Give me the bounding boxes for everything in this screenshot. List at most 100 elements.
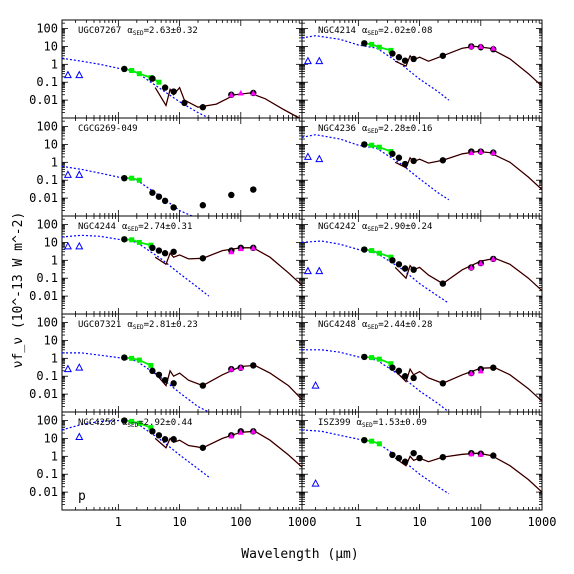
photometry-point xyxy=(395,154,403,161)
herschel-point xyxy=(237,89,244,96)
photometry-point xyxy=(410,55,417,63)
panels-layer: 100 10 1 0.1 0.01 UGC07267 αSED=2.63±0.32 NGC42… xyxy=(29,19,556,529)
photometry-point xyxy=(361,246,368,253)
y-axis-label: νf_ν (10^-13 W m^-2) xyxy=(11,212,26,369)
herschel-point xyxy=(477,260,484,266)
y-tick-label: 0.01 xyxy=(29,387,58,401)
x-tick-label: 100 xyxy=(230,515,252,529)
near-ir-point xyxy=(136,71,142,77)
x-tick-label: 10 xyxy=(412,515,426,529)
y-tick-label: 0.1 xyxy=(36,173,58,187)
near-ir-point xyxy=(376,441,382,447)
uv-point xyxy=(63,364,72,373)
panel-plot-area xyxy=(62,165,257,216)
photometry-point xyxy=(410,157,417,165)
panel-plot-area xyxy=(302,134,542,201)
herschel-point xyxy=(468,370,475,376)
photometry-point xyxy=(389,257,396,264)
herschel-point xyxy=(228,366,235,372)
near-ir-point xyxy=(388,47,394,53)
photometry-point xyxy=(361,353,368,361)
panel-ngc4244: 100 10 1 0.1 0.01 NGC4244 αSED=2.74±0.31 xyxy=(29,215,303,315)
herschel-point xyxy=(477,367,484,374)
herschel-point xyxy=(237,364,244,371)
y-tick-label: 0.1 xyxy=(36,467,58,481)
herschel-point xyxy=(490,45,497,51)
panel-label: CGCG269-049 xyxy=(78,124,138,134)
near-ir-point xyxy=(136,177,142,183)
uv-point xyxy=(311,381,320,389)
photometry-point xyxy=(121,417,128,424)
panel-plot-area xyxy=(302,35,542,101)
near-ir-line xyxy=(124,238,152,247)
photometry-point xyxy=(410,266,417,273)
near-ir-point xyxy=(369,248,375,254)
photometry-point xyxy=(395,261,403,268)
herschel-point xyxy=(468,43,475,49)
near-ir-point xyxy=(148,425,154,431)
x-tick-label: 1 xyxy=(355,515,362,529)
x-tick-label: 1000 xyxy=(288,515,317,529)
panel-label: UGC07321 αSED=2.81±0.23 xyxy=(78,320,198,331)
near-ir-point xyxy=(388,254,394,260)
panel-cgcg269-049: 100 10 1 0.1 0.01 CGCG269-049 xyxy=(29,117,303,217)
stellar-model-line xyxy=(302,134,450,201)
panel-ngc4236: NGC4236 αSED=2.28±0.16 xyxy=(301,117,543,217)
near-ir-point xyxy=(388,361,394,367)
near-ir-point xyxy=(369,438,375,444)
near-ir-point xyxy=(156,79,162,85)
photometry-point xyxy=(439,280,447,287)
stellar-model-line xyxy=(62,352,210,412)
herschel-point xyxy=(250,428,257,434)
panel-label: NGC4214 αSED=2.02±0.08 xyxy=(318,26,432,37)
panel-isz399: 1 10 100 1000 ISZ399 αSED=1.53±0.09 xyxy=(301,411,556,529)
panel-plot-area xyxy=(62,57,300,118)
uv-point xyxy=(303,152,312,160)
photometry-point xyxy=(161,250,169,257)
herschel-point xyxy=(228,248,235,255)
y-tick-label: 100 xyxy=(36,316,58,330)
photometry-point xyxy=(401,373,409,380)
herschel-point xyxy=(477,43,484,49)
uv-point xyxy=(315,266,324,275)
herschel-point xyxy=(237,245,244,252)
photometry-point xyxy=(490,364,497,371)
x-tick-label: 10 xyxy=(172,515,186,529)
panel-label: NGC4258 αSED=2.92±0.44 xyxy=(78,418,192,429)
photometry-point xyxy=(401,458,409,465)
panel-plot-area xyxy=(302,429,542,495)
photometry-point xyxy=(161,436,169,443)
photometry-point xyxy=(170,380,177,387)
panel-ngc4214: NGC4214 αSED=2.02±0.08 xyxy=(301,19,543,119)
near-ir-point xyxy=(376,250,382,256)
ticks xyxy=(302,215,542,315)
photometry-point xyxy=(199,104,207,111)
axis-labels: Wavelength (μm) νf_ν (10^-13 W m^-2) xyxy=(11,212,359,562)
ticks xyxy=(302,411,542,511)
panel-label: UGC07267 αSED=2.63±0.32 xyxy=(78,26,198,37)
stellar-model-line xyxy=(62,234,210,297)
herschel-point xyxy=(477,451,484,457)
y-tick-label: 10 xyxy=(44,39,58,53)
panel-label: NGC4242 αSED=2.90±0.24 xyxy=(318,222,432,233)
photometry-point xyxy=(395,54,403,61)
y-tick-label: 0.1 xyxy=(36,369,58,383)
dust-model-line xyxy=(394,257,542,292)
near-ir-line xyxy=(364,42,392,52)
panel-label: NGC4248 αSED=2.44±0.28 xyxy=(318,320,432,331)
photometry-point xyxy=(401,160,409,168)
y-tick-label: 10 xyxy=(44,333,58,347)
y-tick-label: 0.01 xyxy=(29,191,58,205)
near-ir-point xyxy=(136,239,142,245)
stellar-model-line xyxy=(302,240,450,304)
near-ir-line xyxy=(364,356,392,365)
panel-plot-area xyxy=(62,417,302,478)
corner-letter: p xyxy=(78,489,86,504)
total-model-line xyxy=(154,86,300,118)
photometry-point xyxy=(149,189,156,196)
stellar-model-line xyxy=(302,429,450,495)
photometry-point xyxy=(161,84,169,91)
photometry-point xyxy=(155,371,163,378)
near-ir-point xyxy=(129,175,135,181)
y-tick-label: 100 xyxy=(36,218,58,232)
